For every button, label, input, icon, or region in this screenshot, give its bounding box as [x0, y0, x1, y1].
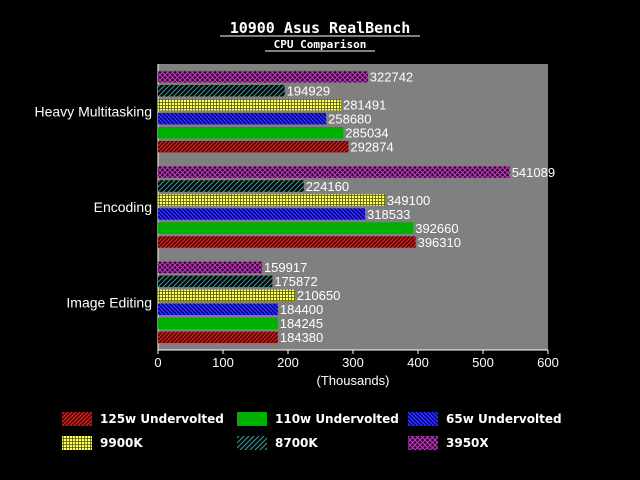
- bar-encoding-3950x: [158, 166, 510, 178]
- value-label-image-editing-8700k: 175872: [274, 274, 317, 289]
- value-label-encoding-65w-undervolted: 318533: [367, 207, 410, 222]
- value-label-encoding-110w-undervolted: 392660: [415, 221, 458, 236]
- chart-title: 10900 Asus RealBench: [230, 19, 411, 37]
- legend-label-125w-undervolted: 125w Undervolted: [100, 412, 224, 426]
- legend-swatch-65w-undervolted: [408, 412, 438, 426]
- x-tick-label-0: 0: [154, 355, 161, 370]
- x-tick-label-500: 500: [472, 355, 494, 370]
- value-label-encoding-9900k: 349100: [387, 193, 430, 208]
- bar-encoding-110w-undervolted: [158, 222, 414, 234]
- bar-image-editing-110w-undervolted: [158, 317, 278, 330]
- category-label-encoding: Encoding: [94, 199, 152, 215]
- value-label-heavy-multitasking-3950x: 322742: [370, 69, 413, 84]
- legend-swatch-9900k: [62, 436, 92, 450]
- bars-group: [158, 70, 510, 344]
- value-label-encoding-3950x: 541089: [512, 165, 555, 180]
- bar-encoding-8700k: [158, 180, 304, 192]
- bar-image-editing-9900k: [158, 289, 295, 302]
- legend: 125w Undervolted 110w Undervolted 65w Unde…: [62, 412, 562, 450]
- value-label-image-editing-9900k: 210650: [297, 288, 340, 303]
- chart-subtitle: CPU Comparison: [274, 38, 367, 51]
- legend-swatch-3950x: [408, 436, 438, 450]
- value-label-image-editing-110w-undervolted: 184245: [280, 316, 323, 331]
- value-label-encoding-125w-undervolted: 396310: [418, 235, 461, 250]
- bar-image-editing-3950x: [158, 261, 262, 274]
- bar-heavy-multitasking-3950x: [158, 70, 368, 83]
- value-label-encoding-8700k: 224160: [306, 179, 349, 194]
- legend-swatch-125w-undervolted: [62, 412, 92, 426]
- legend-label-3950x: 3950X: [446, 436, 489, 450]
- value-label-image-editing-125w-undervolted: 184380: [280, 330, 323, 345]
- bar-image-editing-8700k: [158, 275, 273, 288]
- category-label-image-editing: Image Editing: [66, 294, 152, 310]
- value-label-image-editing-3950x: 159917: [264, 260, 307, 275]
- x-ticks-group: 0 100 200 300 400 500 600: [154, 350, 559, 370]
- value-label-heavy-multitasking-65w-undervolted: 258680: [328, 111, 371, 126]
- category-labels-group: Heavy Multitasking Encoding Image Editing: [35, 104, 153, 311]
- legend-label-8700k: 8700K: [275, 436, 318, 450]
- value-label-heavy-multitasking-125w-undervolted: 292874: [350, 139, 393, 154]
- bar-heavy-multitasking-65w-undervolted: [158, 112, 327, 125]
- x-tick-label-400: 400: [407, 355, 429, 370]
- bar-encoding-65w-undervolted: [158, 208, 366, 220]
- plot-area: [158, 64, 548, 350]
- bar-heavy-multitasking-9900k: [158, 98, 341, 111]
- x-tick-label-200: 200: [277, 355, 299, 370]
- legend-label-110w-undervolted: 110w Undervolted: [275, 412, 399, 426]
- value-label-image-editing-65w-undervolted: 184400: [280, 302, 323, 317]
- bar-encoding-125w-undervolted: [158, 236, 416, 248]
- legend-label-65w-undervolted: 65w Undervolted: [446, 412, 562, 426]
- bar-heavy-multitasking-8700k: [158, 84, 285, 97]
- category-label-heavy-multitasking: Heavy Multitasking: [35, 104, 153, 120]
- x-tick-label-300: 300: [342, 355, 364, 370]
- x-axis-label: (Thousands): [317, 373, 390, 388]
- bar-encoding-9900k: [158, 194, 385, 206]
- legend-swatch-8700k: [237, 436, 267, 450]
- bar-image-editing-65w-undervolted: [158, 303, 278, 316]
- x-tick-label-100: 100: [212, 355, 234, 370]
- bar-heavy-multitasking-125w-undervolted: [158, 140, 349, 153]
- legend-label-9900k: 9900K: [100, 436, 143, 450]
- value-label-heavy-multitasking-110w-undervolted: 285034: [345, 125, 388, 140]
- bar-image-editing-125w-undervolted: [158, 331, 278, 344]
- x-tick-label-600: 600: [537, 355, 559, 370]
- bar-heavy-multitasking-110w-undervolted: [158, 126, 344, 139]
- value-label-heavy-multitasking-9900k: 281491: [343, 97, 386, 112]
- value-label-heavy-multitasking-8700k: 194929: [287, 83, 330, 98]
- legend-swatch-110w-undervolted: [237, 412, 267, 426]
